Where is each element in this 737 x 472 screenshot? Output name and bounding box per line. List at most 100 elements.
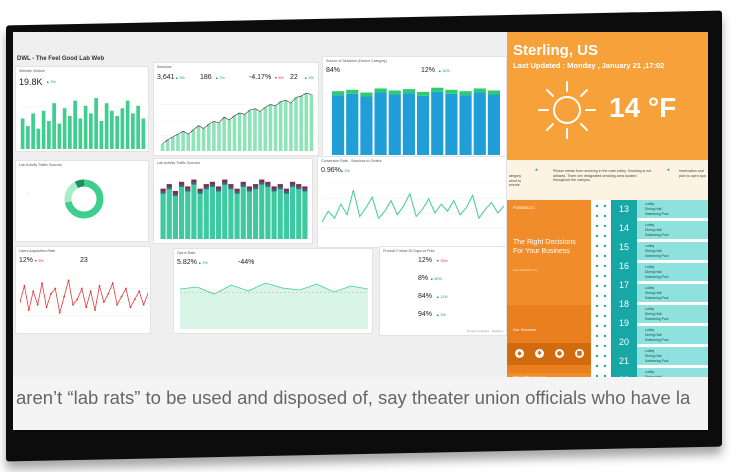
bar [309, 94, 314, 151]
decorative-dot [595, 354, 599, 358]
bar [277, 184, 283, 239]
bar-segment [240, 184, 246, 187]
bar [197, 188, 203, 239]
bar-segment [296, 184, 302, 188]
bar-segment [216, 189, 222, 192]
bar-segment [209, 184, 215, 187]
bar [41, 110, 46, 149]
room-number: 15 [618, 242, 629, 252]
room-number: 14 [618, 223, 629, 233]
room-number: 20 [618, 337, 629, 347]
room-label: Lobby [645, 349, 655, 353]
kpi-delta: ▲ 3% [175, 76, 185, 80]
bar [263, 107, 268, 151]
funnel-value: 8% [418, 275, 429, 282]
bar [374, 92, 387, 155]
widget-title: Product Funnel 30 Days vs Prior [383, 249, 435, 253]
bar [186, 134, 191, 151]
bar-segment [296, 187, 302, 190]
bar [191, 179, 197, 239]
bar-segment [374, 88, 387, 93]
bar [20, 118, 25, 149]
ad-url: www.fusionllc.com [513, 268, 538, 272]
ticker-divider: ✱ [667, 168, 671, 172]
bar-segment [259, 182, 265, 185]
data-point [98, 284, 101, 287]
room-label: Swimming Pool [645, 317, 669, 321]
bar-segment [185, 186, 191, 190]
room-label: Swimming Pool [645, 338, 669, 342]
data-point [23, 284, 26, 287]
bar [246, 186, 252, 239]
decorative-dot [595, 324, 599, 328]
bar [110, 110, 114, 149]
room-label: Swimming Pool [645, 275, 669, 279]
room-label: Dining Hall [645, 333, 662, 337]
weather-city: Sterling, US [513, 42, 599, 59]
bar [172, 191, 178, 239]
bar-segment [265, 184, 271, 187]
bar-segment [172, 191, 178, 194]
room-number: 13 [618, 204, 629, 214]
bar-segment [283, 191, 289, 194]
bar-segment [197, 188, 203, 192]
kpi-value: 23 [80, 257, 88, 264]
data-point [147, 293, 148, 295]
bar-segment [203, 187, 209, 190]
kpi-delta: ▼ 5% [34, 259, 44, 263]
data-point [27, 309, 30, 311]
kpi-delta: ▲ 32% [438, 69, 450, 73]
bar [166, 184, 172, 239]
bar [141, 118, 146, 149]
decorative-dot [603, 314, 607, 318]
kpi-value: 3,641 [157, 74, 175, 81]
decorative-dot [603, 334, 607, 338]
room-label: Lobby [645, 370, 655, 374]
bar [131, 113, 135, 149]
decorative-dot [595, 274, 599, 278]
bar [31, 113, 35, 149]
ticker-text: Please refrain from smoking in the main … [553, 169, 652, 182]
bar-segment [185, 189, 191, 192]
bar [165, 139, 170, 151]
kpi-delta: ▲ 3% [46, 80, 56, 84]
room-label: Swimming Pool [645, 233, 669, 237]
kpi-value: 0.96% [321, 167, 341, 174]
bar-segment [253, 187, 259, 190]
bar-segment [222, 179, 228, 183]
bar-segment [209, 181, 215, 185]
bar [203, 184, 209, 239]
shield-icon: ◆ [515, 349, 524, 358]
bar [104, 103, 109, 149]
room-label: Lobby [645, 265, 655, 269]
widget-conversion-rate: Conversion Rate - Sessions to Orders 0.9… [317, 156, 507, 248]
bar-segment [277, 187, 283, 190]
decorative-dot [595, 244, 599, 248]
bar-segment [179, 181, 185, 185]
room-label: Swimming Pool [645, 212, 669, 216]
bar-segment [166, 184, 172, 188]
decorative-dot [603, 344, 607, 348]
bar-segment [197, 191, 203, 194]
room-label: Lobby [645, 286, 655, 290]
kpi-delta: ▼ 8% [274, 76, 284, 80]
ad-logo: FusionLLC [513, 205, 535, 210]
bar-segment [445, 89, 458, 94]
bar [73, 100, 77, 149]
decorative-dot [595, 364, 599, 368]
bar [240, 181, 246, 239]
bar-segment [222, 182, 228, 185]
caption-bar: aren’t “lab rats” to be used and dispose… [13, 377, 708, 430]
decorative-dot [603, 244, 607, 248]
data-point [72, 303, 74, 306]
widget-title: Opt-in Rate [177, 251, 196, 255]
bar [259, 179, 265, 239]
bar [232, 115, 237, 151]
room-label: Dining Hall [645, 354, 662, 358]
ad-headline: The Right Decisions For Your Business [513, 238, 576, 256]
bar [294, 97, 298, 151]
gear-icon: ✱ [535, 349, 544, 358]
bar [209, 181, 215, 239]
widget-title: Users Acquisition Rate [19, 249, 56, 253]
